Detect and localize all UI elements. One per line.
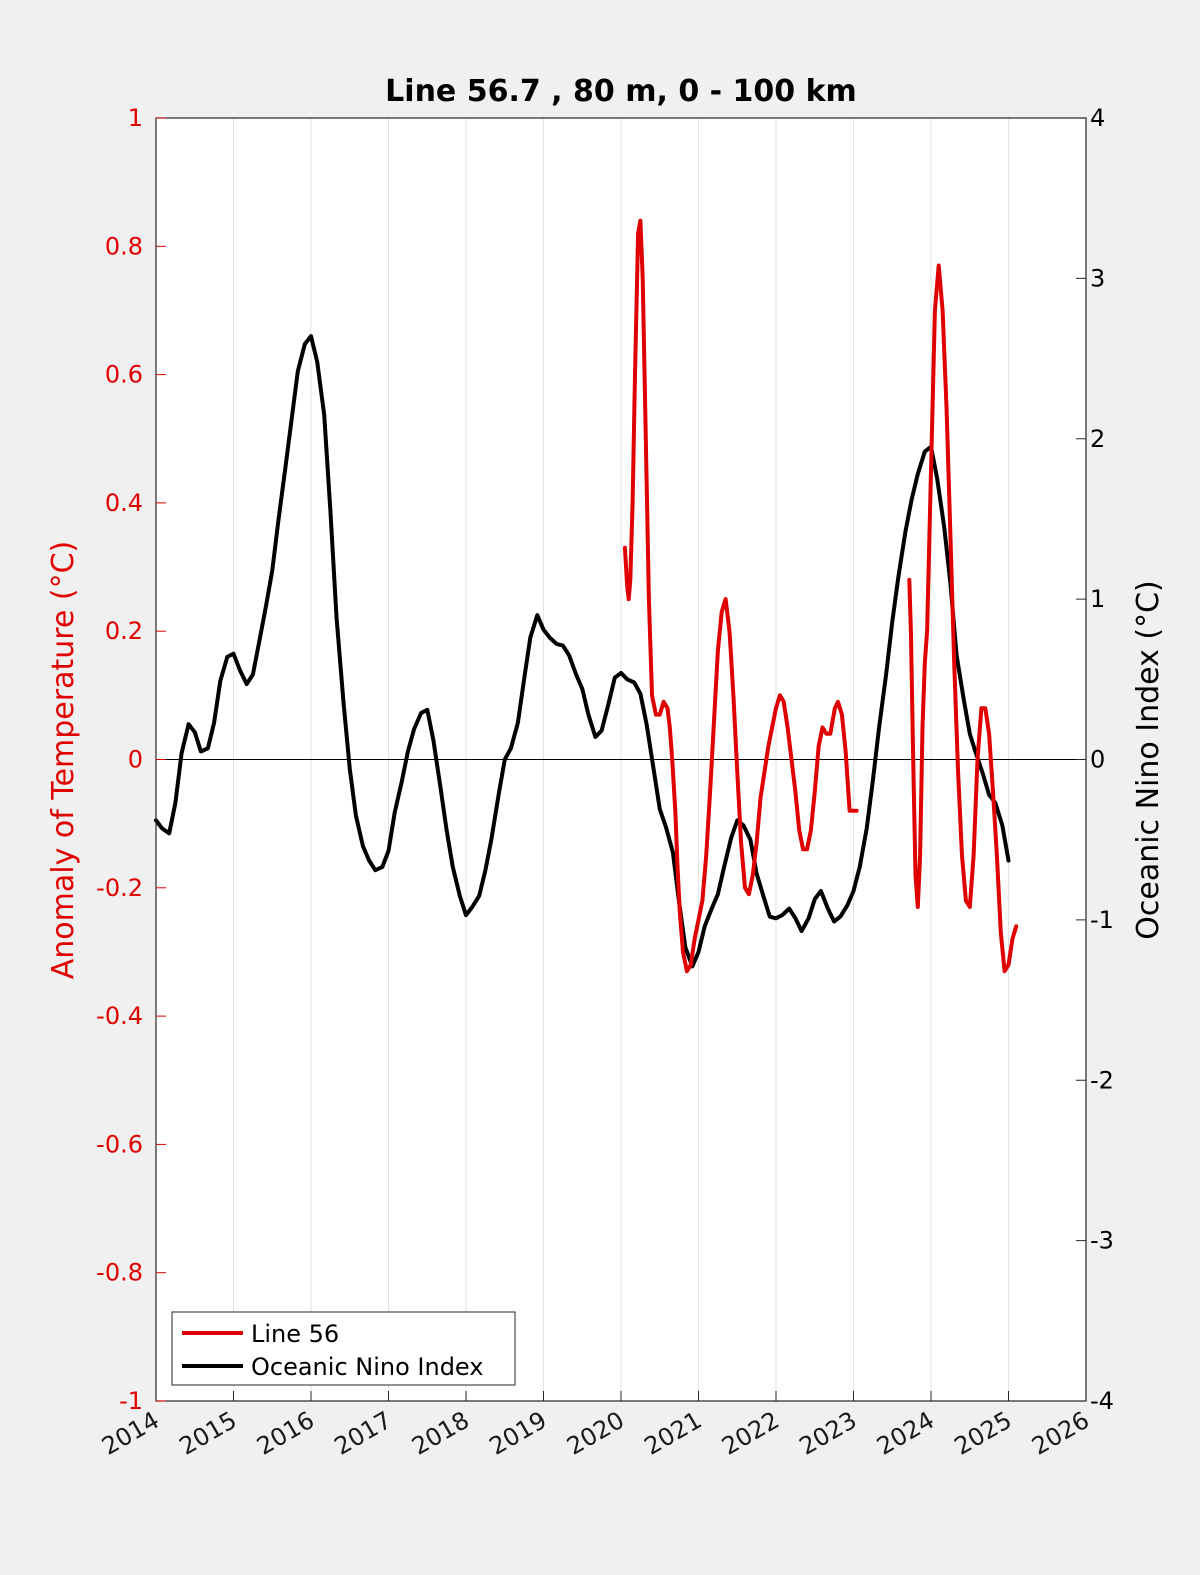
- y-tick-left-label: -0.8: [96, 1259, 143, 1287]
- y-tick-right-label: -4: [1090, 1387, 1114, 1415]
- y-tick-left-label: -0.6: [96, 1130, 143, 1158]
- legend-label-line56: Line 56: [251, 1320, 339, 1348]
- y-tick-right-label: -2: [1090, 1066, 1114, 1094]
- y-tick-right-label: 1: [1090, 585, 1105, 613]
- y-tick-left-label: 1: [128, 104, 143, 132]
- chart-title: Line 56.7 , 80 m, 0 - 100 km: [385, 74, 857, 109]
- y-tick-left-label: 0.6: [105, 361, 143, 389]
- y-tick-left-label: -0.2: [96, 874, 143, 902]
- y-tick-right-label: 2: [1090, 425, 1105, 453]
- series-line-line56-1: [907, 263, 1019, 974]
- legend-box: [171, 1311, 516, 1386]
- y-tick-right-label: 3: [1090, 264, 1105, 292]
- series-line-line56-0: [622, 218, 859, 974]
- y-axis-label-right: Oceanic Nino Index (°C): [1131, 580, 1166, 940]
- y-tick-right-label: -1: [1090, 906, 1114, 934]
- y-tick-left-label: 0.2: [105, 617, 143, 645]
- y-tick-left-label: 0: [128, 746, 143, 774]
- y-tick-left-label: -0.4: [96, 1002, 143, 1030]
- y-tick-right-label: -3: [1090, 1227, 1114, 1255]
- y-axis-label-left: Anomaly of Temperature (°C): [46, 541, 81, 980]
- legend-label-oni: Oceanic Nino Index: [251, 1353, 483, 1381]
- y-tick-left-label: -1: [119, 1387, 143, 1415]
- y-tick-left-label: 0.8: [105, 232, 143, 260]
- y-tick-right-label: 4: [1090, 104, 1105, 132]
- y-tick-left-label: 0.4: [105, 489, 143, 517]
- y-tick-right-label: 0: [1090, 746, 1105, 774]
- series-layer: [154, 218, 1019, 974]
- series-line-oni-0: [154, 334, 1011, 969]
- legend: Line 56 Oceanic Nino Index: [171, 1311, 516, 1386]
